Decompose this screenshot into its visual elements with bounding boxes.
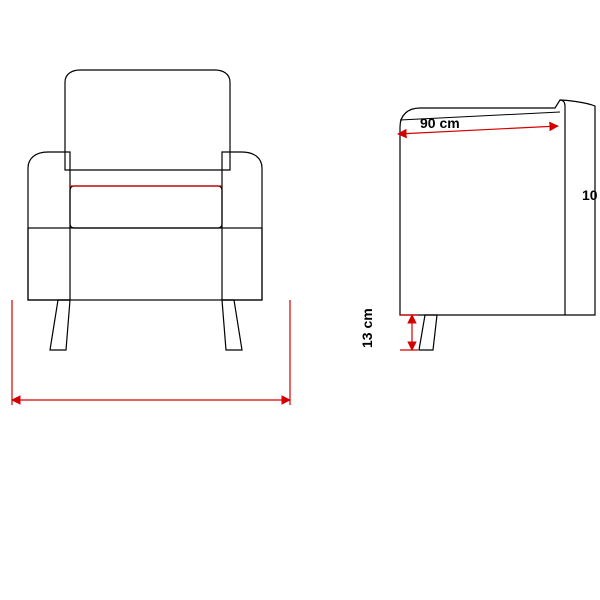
front-seat-base: [28, 228, 262, 300]
front-leg-right: [222, 300, 242, 350]
depth-label: 90 cm: [420, 115, 460, 131]
partial-height-label: 10: [582, 187, 598, 203]
side-leg: [419, 315, 437, 350]
leg-label: 13 cm: [359, 308, 375, 348]
front-leg-left: [50, 300, 70, 350]
front-arm-right: [222, 152, 262, 300]
furniture-dimension-diagram: 90 cm 10 13 cm: [0, 0, 600, 600]
front-arm-left: [28, 152, 70, 300]
front-seat-cushion: [70, 186, 222, 228]
front-view: [12, 70, 290, 405]
front-backrest: [65, 70, 230, 170]
side-view: 90 cm 10 13 cm: [359, 100, 598, 350]
